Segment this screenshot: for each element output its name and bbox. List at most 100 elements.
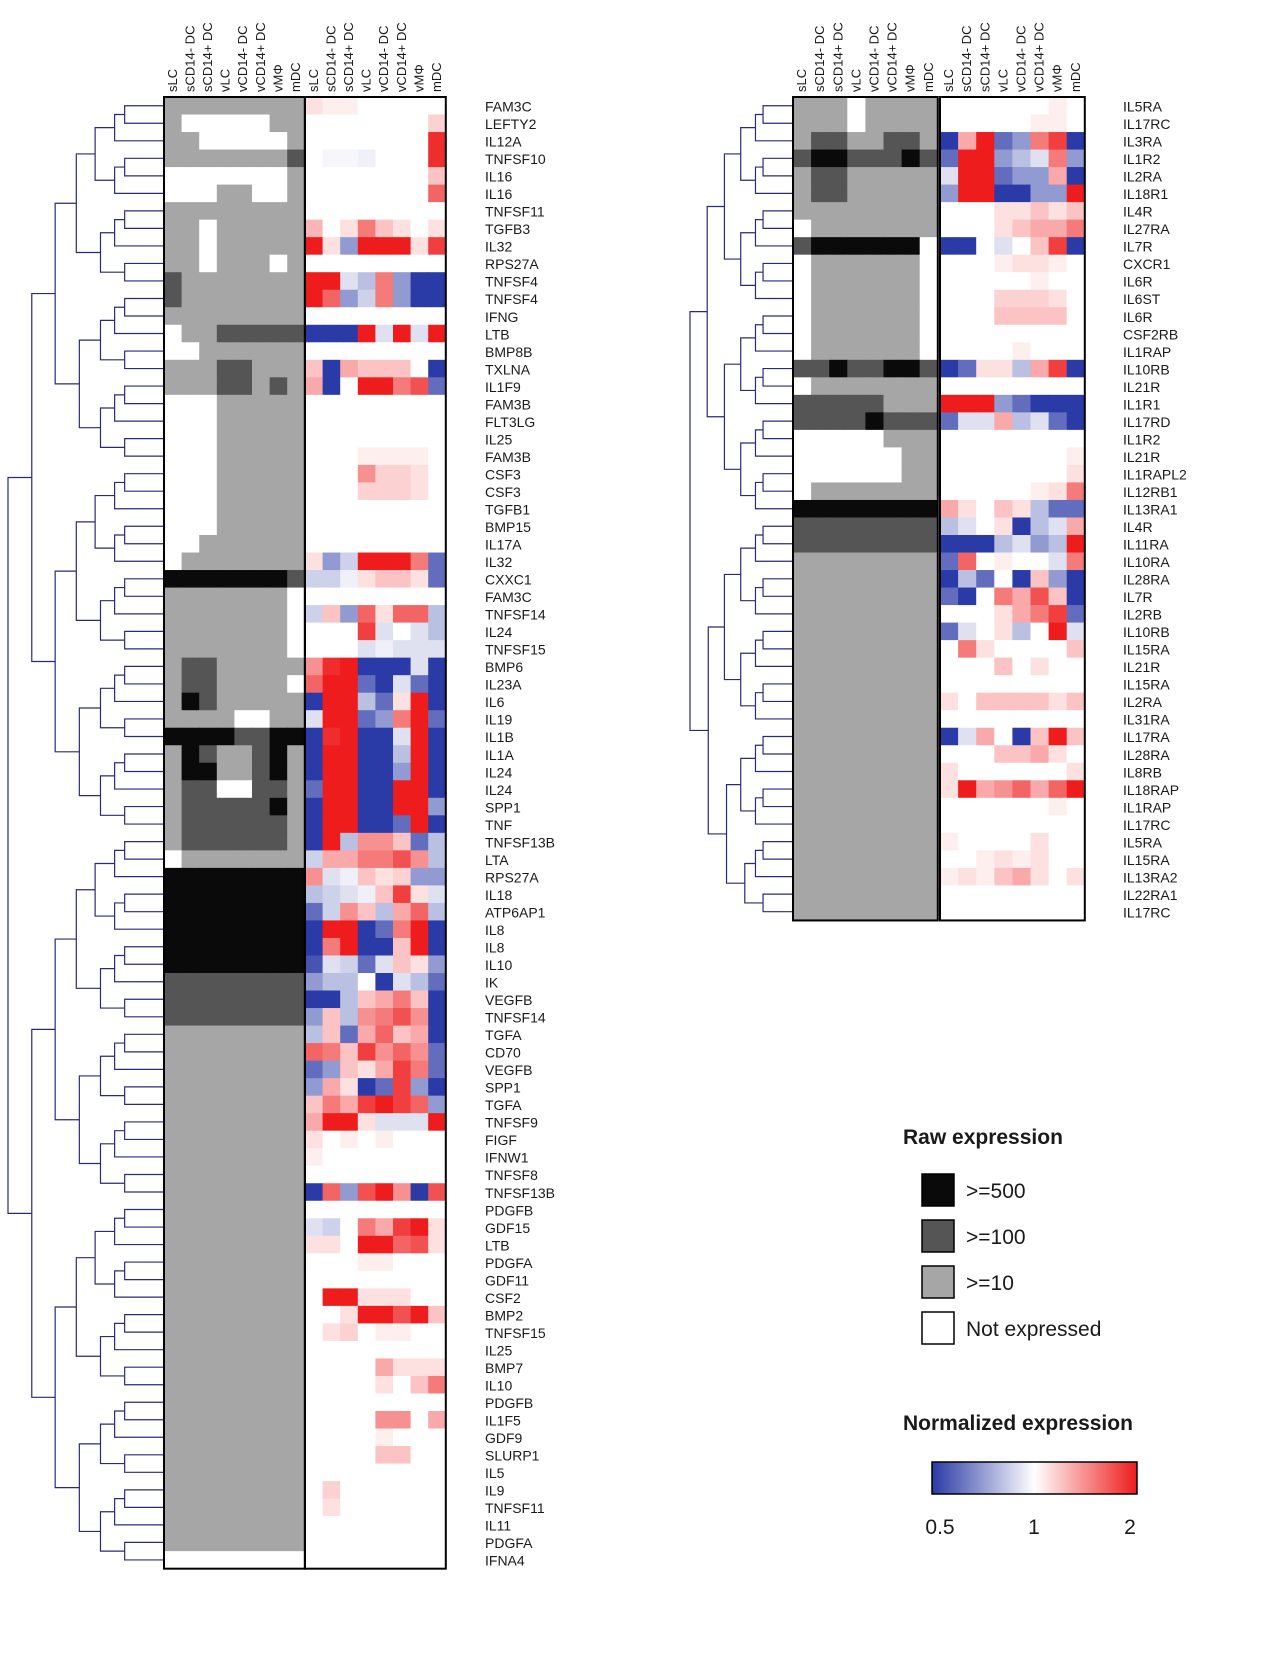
dendrogram-branch <box>75 1257 101 1357</box>
raw-cell <box>287 342 306 361</box>
raw-cell <box>234 727 253 746</box>
norm-cell <box>1030 622 1050 641</box>
norm-cell <box>1066 745 1086 764</box>
gene-label: TXLNA <box>485 361 531 377</box>
raw-cell <box>901 149 921 168</box>
gene-label: TNFSF14 <box>485 607 546 623</box>
norm-cell <box>1012 815 1032 834</box>
raw-cell <box>829 464 848 484</box>
raw-cell <box>164 815 183 834</box>
raw-cell <box>847 132 866 151</box>
raw-legend-label-10: >=10 <box>966 1272 1014 1295</box>
raw-cell <box>901 885 921 904</box>
norm-cell <box>322 1446 341 1465</box>
raw-cell <box>216 464 235 484</box>
norm-cell <box>976 307 995 326</box>
gene-label: IFNW1 <box>485 1150 529 1166</box>
raw-cell <box>199 1481 218 1500</box>
norm-cell <box>322 640 341 659</box>
norm-grid-frame <box>304 96 447 1570</box>
raw-cell <box>181 237 200 256</box>
norm-cell <box>428 499 447 519</box>
raw-cell <box>181 1411 200 1430</box>
raw-cell <box>234 429 253 448</box>
norm-cell <box>340 237 359 256</box>
raw-cell <box>234 97 253 116</box>
raw-cell <box>919 675 939 694</box>
raw-cell <box>829 710 848 729</box>
norm-cell <box>410 885 429 904</box>
raw-cell <box>164 237 183 256</box>
raw-cell <box>164 114 183 133</box>
norm-cell <box>375 97 394 116</box>
raw-cell <box>829 552 848 571</box>
norm-cell <box>976 657 995 676</box>
colorbar-tick-mid: 1 <box>1028 1516 1040 1539</box>
norm-cell <box>940 657 959 676</box>
raw-cell <box>199 990 218 1009</box>
norm-cell <box>305 727 324 746</box>
raw-cell <box>287 535 306 554</box>
raw-cell <box>793 517 812 536</box>
norm-cell <box>994 447 1013 466</box>
raw-cell <box>234 535 253 554</box>
norm-cell <box>1030 570 1050 589</box>
norm-cell <box>375 1428 394 1447</box>
norm-cell <box>940 237 959 256</box>
gene-label: IL8RB <box>1123 764 1162 780</box>
raw-cell <box>181 447 200 466</box>
raw-cell <box>919 184 939 203</box>
norm-cell <box>375 1253 394 1272</box>
norm-cell <box>958 552 977 571</box>
raw-cell <box>287 289 306 308</box>
raw-cell <box>919 622 939 641</box>
gene-label: IL22RA1 <box>1123 887 1178 903</box>
dendrogram-branch <box>114 954 163 983</box>
norm-cell <box>976 850 995 869</box>
dendrogram-branch <box>740 232 756 286</box>
norm-cell <box>322 342 341 361</box>
norm-cell <box>428 184 447 203</box>
raw-cell <box>164 675 183 694</box>
norm-cell <box>428 1498 447 1517</box>
raw-cell <box>199 499 218 519</box>
raw-cell <box>793 815 812 834</box>
norm-cell <box>357 447 376 466</box>
raw-cell <box>847 902 866 922</box>
norm-cell <box>357 132 376 151</box>
raw-cell <box>883 114 903 133</box>
raw-cell <box>269 447 288 466</box>
norm-cell <box>357 570 376 589</box>
norm-cell <box>305 1463 324 1482</box>
norm-cell <box>428 1148 447 1167</box>
raw-cell <box>811 535 830 554</box>
raw-cell <box>829 429 848 448</box>
raw-cell <box>252 990 271 1009</box>
norm-cell <box>305 762 324 781</box>
norm-cell <box>375 605 394 624</box>
dendrogram-branch <box>762 367 792 387</box>
norm-cell <box>393 1113 412 1132</box>
raw-cell <box>287 745 306 764</box>
norm-cell <box>428 1323 447 1342</box>
norm-cell <box>340 1323 359 1342</box>
raw-cell <box>181 1025 200 1044</box>
norm-cell <box>428 447 447 466</box>
raw-cell <box>164 1551 183 1570</box>
norm-cell <box>976 219 995 238</box>
raw-cell <box>865 377 885 396</box>
norm-cell <box>410 307 429 326</box>
raw-cell <box>181 1113 200 1132</box>
norm-cell <box>1048 850 1068 869</box>
norm-cell <box>428 605 447 624</box>
norm-cell <box>357 517 376 536</box>
raw-swatch-500 <box>921 1173 955 1207</box>
norm-cell <box>393 447 412 466</box>
norm-cell <box>410 97 429 116</box>
norm-cell <box>1030 867 1050 886</box>
raw-cell <box>234 289 253 308</box>
norm-cell <box>375 202 394 221</box>
norm-cell <box>357 1165 376 1184</box>
raw-cell <box>287 1130 306 1149</box>
raw-cell <box>919 394 939 413</box>
